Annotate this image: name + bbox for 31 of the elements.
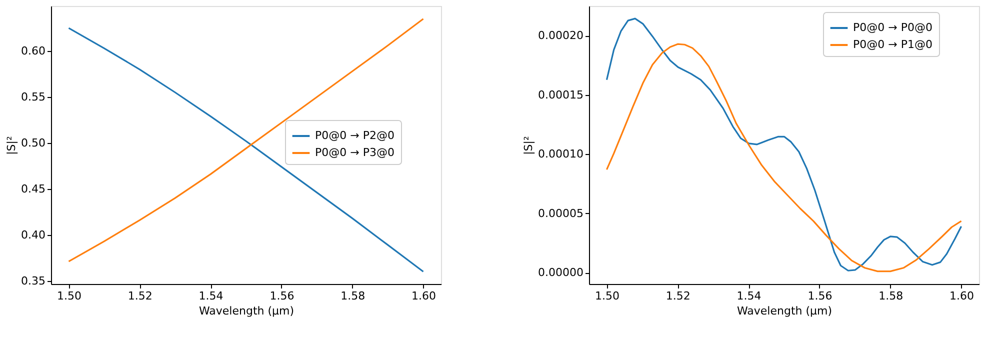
- y-tick-label: 0.50: [21, 136, 46, 150]
- y-tick-label: 0.00020: [538, 29, 584, 42]
- x-tick-label: 1.58: [340, 290, 366, 302]
- x-tick-label: 1.56: [808, 290, 832, 302]
- x-axis-title: Wavelength (μm): [198, 304, 294, 318]
- y-tick-label: 0.40: [21, 228, 46, 242]
- legend-label: P0@0 → P2@0: [315, 129, 394, 142]
- y-tick-label: 0.00010: [538, 148, 584, 161]
- y-tick-label: 0.35: [21, 274, 46, 288]
- y-tick-label: 0.00000: [538, 266, 584, 280]
- legend-label: P0@0 → P0@0: [853, 21, 932, 34]
- y-tick-label: 0.00005: [538, 206, 584, 220]
- x-tick-label: 1.60: [950, 290, 974, 302]
- x-axis-title: Wavelength (μm): [736, 304, 832, 318]
- x-tick-label: 1.56: [270, 290, 294, 302]
- legend-label: P0@0 → P3@0: [315, 146, 394, 159]
- y-tick-label: 0.00015: [538, 88, 584, 102]
- y-tick-label: 0.45: [21, 182, 46, 196]
- x-tick-label: 1.58: [878, 290, 904, 302]
- x-tick-label: 1.54: [736, 290, 762, 302]
- y-tick-label: 0.60: [21, 44, 46, 58]
- y-axis-title: |S|²: [5, 136, 18, 155]
- x-tick-label: 1.52: [128, 290, 152, 302]
- x-tick-label: 1.54: [198, 290, 224, 302]
- x-tick-label: 1.50: [594, 290, 620, 302]
- legend-label: P0@0 → P1@0: [853, 38, 932, 51]
- y-tick-label: 0.55: [21, 90, 46, 104]
- x-tick-label: 1.50: [56, 290, 82, 302]
- y-axis-title: |S|²: [522, 136, 536, 155]
- x-tick-label: 1.52: [666, 290, 690, 302]
- x-tick-label: 1.60: [412, 290, 436, 302]
